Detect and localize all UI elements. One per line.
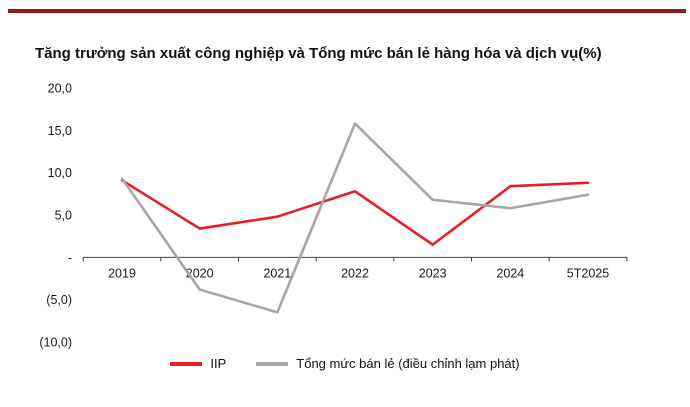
y-axis-label: 10,0 [48, 166, 72, 180]
y-axis-label: (10,0) [39, 336, 72, 350]
legend-item: IIP [170, 356, 226, 371]
legend: IIP Tổng mức bán lẻ (điều chỉnh lạm phát) [0, 356, 690, 371]
series-line-retail [120, 122, 590, 314]
x-axis-label: 2021 [263, 266, 291, 280]
x-axis-label: 2022 [341, 266, 369, 280]
legend-label: Tổng mức bán lẻ (điều chỉnh lạm phát) [296, 356, 520, 371]
y-axis-label: (5,0) [46, 293, 72, 307]
x-axis-label: 5T2025 [567, 266, 609, 280]
legend-label: IIP [210, 356, 227, 371]
legend-swatch [170, 361, 203, 366]
y-axis-label: 20,0 [48, 82, 72, 96]
legend-item: Tổng mức bán lẻ (điều chỉnh lạm phát) [256, 356, 520, 371]
chart-title: Tăng trưởng sản xuất công nghiệp và Tổng… [35, 45, 602, 62]
legend-swatch [256, 361, 289, 366]
series-line-iip [120, 178, 590, 246]
x-axis-label: 2024 [496, 266, 524, 280]
x-axis-label: 2020 [186, 266, 214, 280]
x-axis-label: 2019 [108, 266, 136, 280]
x-axis-label: 2023 [419, 266, 447, 280]
y-axis-label: - [68, 251, 72, 265]
y-axis-label: 5,0 [55, 209, 72, 223]
y-axis-label: 15,0 [48, 124, 72, 138]
top-accent-bar [8, 9, 686, 13]
